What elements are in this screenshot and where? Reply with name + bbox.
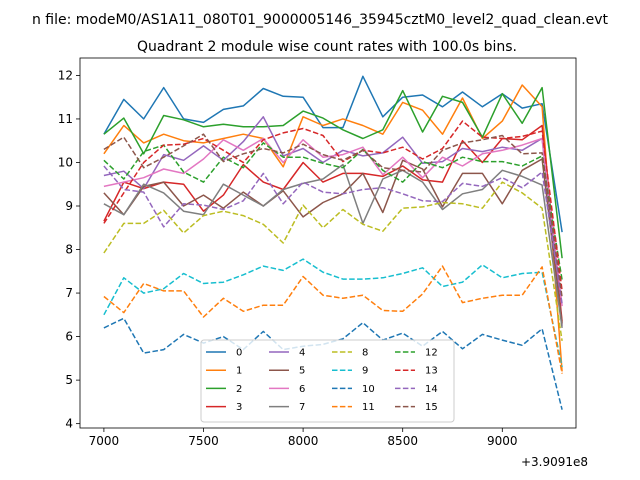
y-tick-label: 10 [58, 155, 73, 169]
legend-label-1: 1 [236, 366, 242, 377]
x-tick-label: 7500 [188, 434, 219, 448]
legend-label-10: 10 [362, 384, 375, 395]
legend-label-14: 14 [425, 384, 438, 395]
series-line-0 [103, 75, 563, 233]
legend-label-11: 11 [362, 402, 375, 413]
series-line-13 [103, 120, 563, 291]
legend-label-8: 8 [362, 348, 368, 359]
y-tick-label: 9 [65, 199, 73, 213]
legend-label-13: 13 [425, 366, 438, 377]
series-line-14 [103, 165, 563, 305]
y-tick-label: 8 [65, 243, 73, 257]
series-line-9 [103, 258, 563, 368]
chart-title: Quadrant 2 module wise count rates with … [137, 39, 517, 55]
series-layer [103, 75, 563, 410]
series-line-1 [103, 84, 563, 372]
series-line-8 [103, 181, 563, 342]
series-line-12 [103, 142, 563, 281]
legend-label-3: 3 [236, 402, 242, 413]
series-line-15 [103, 133, 563, 298]
legend-label-9: 9 [362, 366, 368, 377]
x-tick-label: 8500 [387, 434, 418, 448]
x-tick-label: 9000 [487, 434, 518, 448]
series-line-2 [103, 86, 563, 259]
series-line-11 [103, 265, 563, 374]
legend-label-4: 4 [299, 348, 305, 359]
y-tick-label: 12 [58, 68, 73, 82]
plot-frame [79, 57, 577, 429]
legend-label-7: 7 [299, 402, 305, 413]
x-tick-label: 7000 [89, 434, 120, 448]
figure-suptitle: n file: modeM0/AS1A11_080T01_9000005146_… [32, 12, 609, 28]
series-line-3 [103, 124, 563, 322]
y-tick-label: 4 [65, 417, 73, 431]
y-tick-label: 5 [65, 373, 73, 387]
y-tick-label: 6 [65, 330, 73, 344]
y-tick-label: 7 [65, 286, 73, 300]
legend-box [200, 339, 455, 423]
series-line-6 [103, 137, 563, 307]
series-line-5 [103, 158, 563, 324]
legend-label-12: 12 [425, 348, 438, 359]
legend-label-6: 6 [299, 384, 305, 395]
legend-label-0: 0 [236, 348, 242, 359]
x-tick-label: 8000 [288, 434, 319, 448]
x-axis-offset-label: +3.9091e8 [521, 455, 588, 469]
legend-label-15: 15 [425, 402, 438, 413]
y-tick-label: 11 [58, 112, 73, 126]
legend-label-5: 5 [299, 366, 305, 377]
legend-label-2: 2 [236, 384, 242, 395]
